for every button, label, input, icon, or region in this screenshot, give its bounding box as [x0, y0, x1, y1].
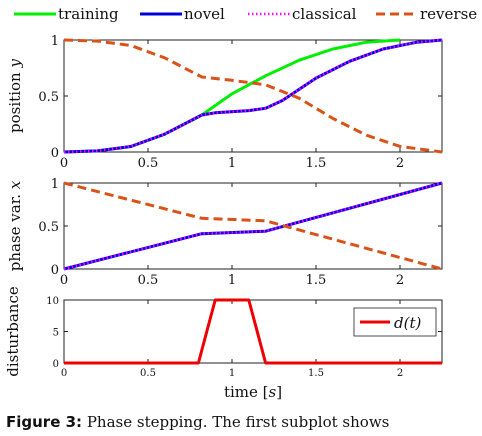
legend-label-novel: novel [184, 5, 225, 23]
series-line-reverse [63, 181, 443, 271]
subplot-phase-var: 0 0.5 1 1.5 2 0 0.5 1 phase var. x [6, 177, 443, 288]
series-line-classical [63, 181, 443, 271]
axes-frame [63, 39, 443, 153]
x-tick-label: 0 [61, 368, 67, 379]
y-axis-label-text: phase var. [6, 189, 24, 271]
subplot-position: 0 0.5 1 1.5 2 0 0.5 1 position y [6, 34, 443, 171]
series-line-dt [64, 298, 442, 365]
x-tick-label: 1 [228, 156, 236, 171]
x-axis-label-unit: s [268, 383, 276, 401]
y-tick-label: 0 [51, 263, 59, 278]
y-tick-label: 1 [51, 177, 59, 192]
figure: training novel classical reverse 0 0.5 1 1.5 20… [4, 5, 477, 401]
legend-label-reverse: reverse [420, 5, 477, 23]
caption-text: Phase stepping. The first subplot shows [86, 413, 390, 431]
x-tick-label: 0.5 [138, 273, 159, 288]
series-line-reverse [63, 38, 443, 154]
subplot-disturbance: 0 0.5 1 1.5 2 0 5 10 disturbance time [s] d(t) [4, 286, 443, 401]
x-tick-label: 0 [60, 273, 68, 288]
y-axis-label: position y [6, 59, 24, 133]
y-tick-label: 0 [53, 359, 59, 370]
x-tick-label: 0.5 [138, 156, 159, 171]
x-tick-label: 0 [60, 156, 68, 171]
y-tick-label: 10 [46, 296, 59, 307]
x-tick-label: 1 [228, 273, 236, 288]
y-tick-label: 1 [51, 34, 59, 49]
series-line-training [63, 38, 401, 154]
x-tick-label: 2 [396, 273, 404, 288]
y-tick-label: 5 [53, 328, 59, 339]
figure-caption: Figure 3: Phase stepping. The first subp… [6, 413, 476, 436]
y-tick-label: 0.5 [38, 220, 59, 235]
x-tick-label: 1.5 [306, 273, 327, 288]
inner-legend-label: d(t) [394, 314, 421, 332]
series-line-novel [63, 38, 443, 154]
legend: training novel classical reverse [14, 5, 477, 23]
y-tick-label: 0.5 [38, 90, 59, 105]
y-axis-label-text: position [6, 68, 24, 133]
y-axis-label-variable: x [6, 180, 24, 189]
x-axis-label-text: time [ [224, 383, 269, 401]
x-tick-label: 2 [396, 156, 404, 171]
x-tick-label: 2 [397, 368, 403, 379]
series-line-novel [63, 181, 443, 271]
x-tick-label: 1 [229, 368, 235, 379]
y-axis-label-variable: y [6, 59, 24, 69]
x-tick-label: 1.5 [306, 156, 327, 171]
y-axis-label: phase var. x [6, 180, 24, 271]
x-tick-label: 0.5 [140, 368, 156, 379]
legend-label-training: training [58, 5, 119, 23]
axes-frame [63, 182, 443, 270]
caption-label: Figure 3: [6, 413, 83, 431]
series-line-classical [63, 38, 443, 154]
legend-label-classical: classical [292, 5, 357, 23]
x-axis-label-close: ] [276, 383, 282, 401]
y-axis-label: disturbance [4, 286, 22, 377]
x-axis-label: time [s] [224, 383, 282, 401]
y-tick-label: 0 [51, 146, 59, 161]
x-tick-label: 1.5 [308, 368, 324, 379]
